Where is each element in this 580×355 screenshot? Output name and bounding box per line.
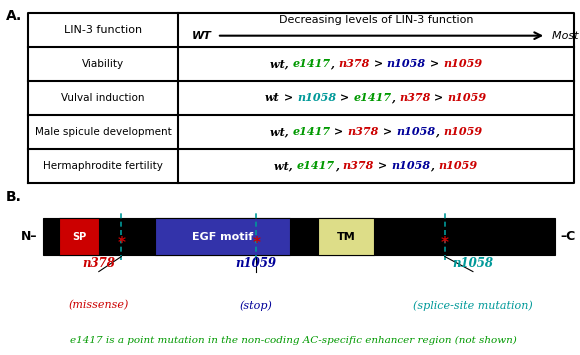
Text: EGF motif: EGF motif	[192, 231, 253, 241]
Text: >: >	[331, 126, 347, 137]
Text: >: >	[280, 92, 297, 103]
Text: B.: B.	[6, 190, 21, 204]
Text: Hermaphrodite fertility: Hermaphrodite fertility	[43, 161, 163, 171]
Text: n378: n378	[399, 92, 430, 103]
Text: SP: SP	[72, 231, 86, 241]
Text: n1058: n1058	[392, 160, 430, 171]
Text: n1059: n1059	[443, 126, 482, 137]
Text: *: *	[252, 236, 260, 251]
Text: n1058: n1058	[387, 58, 426, 69]
Text: wt,: wt,	[274, 160, 297, 171]
Text: ,: ,	[430, 160, 438, 171]
Text: *: *	[441, 236, 449, 251]
Text: n1059: n1059	[438, 160, 477, 171]
Text: e1417: e1417	[292, 58, 331, 69]
Bar	[42, 218, 554, 255]
Text: n1058: n1058	[452, 257, 494, 270]
Text: >: >	[379, 126, 396, 137]
Text: Male spicule development: Male spicule development	[35, 127, 172, 137]
Text: Vulval induction: Vulval induction	[61, 93, 145, 103]
Text: n1059: n1059	[443, 58, 482, 69]
Text: (stop): (stop)	[240, 300, 273, 311]
Text: n1059: n1059	[448, 92, 487, 103]
Text: n378: n378	[338, 58, 369, 69]
Text: n1058: n1058	[396, 126, 435, 137]
Text: n1058: n1058	[297, 92, 336, 103]
Text: >: >	[336, 92, 353, 103]
Text: n378: n378	[347, 126, 379, 137]
Text: A.: A.	[6, 9, 22, 23]
Text: N–: N–	[20, 230, 37, 243]
Text: LIN-3 function: LIN-3 function	[64, 24, 142, 34]
Text: n378: n378	[82, 257, 115, 270]
Text: ,: ,	[435, 126, 443, 137]
Text: TM: TM	[337, 231, 356, 241]
Text: >: >	[374, 160, 392, 171]
Text: n1059: n1059	[236, 257, 277, 270]
Text: >: >	[426, 58, 443, 69]
Bar	[155, 218, 290, 255]
Text: wt: wt	[265, 92, 280, 103]
Text: (missense): (missense)	[68, 300, 129, 310]
Text: wt,: wt,	[270, 58, 292, 69]
Text: Most severe: Most severe	[552, 31, 580, 41]
Text: –C: –C	[560, 230, 575, 243]
Text: Viability: Viability	[82, 59, 124, 69]
Text: WT: WT	[191, 31, 211, 41]
Text: n378: n378	[343, 160, 374, 171]
Text: Decreasing levels of LIN-3 function: Decreasing levels of LIN-3 function	[278, 15, 473, 25]
Text: e1417: e1417	[353, 92, 392, 103]
Text: e1417 is a point mutation in the non-coding AC-specific enhancer region (not sho: e1417 is a point mutation in the non-cod…	[70, 336, 516, 345]
Text: ,: ,	[331, 58, 338, 69]
Text: e1417: e1417	[292, 126, 331, 137]
Text: ,: ,	[335, 160, 343, 171]
Bar	[59, 218, 99, 255]
Text: wt,: wt,	[270, 126, 292, 137]
Text: (splice-site mutation): (splice-site mutation)	[413, 300, 533, 311]
Text: >: >	[369, 58, 387, 69]
Text: >: >	[430, 92, 448, 103]
Text: *: *	[117, 236, 125, 251]
Text: e1417: e1417	[297, 160, 335, 171]
Text: ,: ,	[392, 92, 399, 103]
Bar	[318, 218, 375, 255]
